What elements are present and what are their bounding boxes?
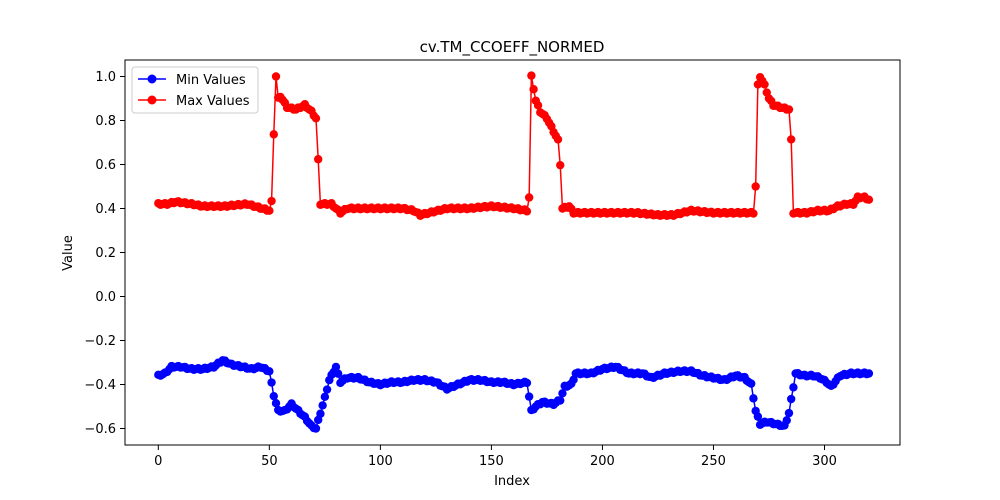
data-point-min-values [522, 378, 532, 388]
data-point-max-values [864, 195, 874, 204]
data-point-max-values [749, 209, 758, 218]
y-tick-label: 0.6 [95, 158, 116, 173]
data-point-min-values [784, 408, 794, 418]
x-tick-label: 200 [590, 454, 615, 469]
data-point-max-values [553, 135, 563, 144]
data-point-max-values [522, 207, 532, 216]
data-point-min-values [786, 394, 796, 404]
data-point-min-values [749, 394, 758, 403]
y-tick-label: 0.8 [95, 114, 116, 129]
y-tick-label: 1.0 [95, 70, 116, 85]
legend-marker-min-values [147, 74, 157, 84]
data-point-max-values [786, 135, 796, 144]
data-point-max-values [269, 130, 278, 139]
x-tick-label: 250 [701, 454, 726, 469]
data-point-max-values [524, 193, 534, 202]
y-tick-label: −0.2 [84, 334, 116, 349]
x-tick-label: 50 [261, 454, 278, 469]
series-min-values [154, 356, 874, 433]
data-point-max-values [267, 196, 276, 206]
y-tick-label: −0.6 [84, 422, 116, 437]
data-point-min-values [747, 379, 756, 388]
data-point-min-values [753, 412, 763, 421]
y-tick-label: 0.4 [95, 202, 116, 217]
data-point-min-values [271, 399, 281, 408]
data-point-min-values [322, 385, 332, 394]
legend-label-max-values: Max Values [176, 94, 250, 109]
data-point-min-values [556, 396, 565, 405]
data-point-max-values [556, 160, 565, 170]
data-point-min-values [316, 409, 325, 418]
data-point-min-values [265, 367, 274, 376]
data-point-max-values [527, 71, 536, 80]
legend: Min Values Max Values [131, 66, 259, 114]
plot-area [154, 71, 874, 433]
data-point-min-values [311, 424, 321, 433]
data-point-max-values [760, 80, 769, 89]
legend-label-min-values: Min Values [176, 73, 246, 88]
data-point-min-values [267, 378, 276, 387]
chart-title: cv.TM_CCOEFF_NORMED [420, 38, 605, 57]
data-point-min-values [269, 391, 278, 401]
y-axis-label: Value [61, 235, 76, 271]
x-tick-label: 100 [368, 454, 393, 469]
data-point-min-values [782, 416, 791, 425]
x-axis-label: Index [494, 474, 530, 489]
data-point-min-values [333, 369, 343, 378]
axis-ticks: 0 50 100 150 200 250 300 −0.6 −0.4 −0.2 0.0 0.2 0.4 0… [84, 70, 836, 469]
y-tick-label: 0.0 [95, 290, 116, 305]
x-tick-label: 0 [154, 454, 162, 469]
series-max-values [154, 71, 874, 220]
data-point-min-values [558, 389, 567, 398]
data-point-min-values [864, 369, 874, 378]
x-tick-label: 300 [812, 454, 837, 469]
data-point-min-values [318, 401, 327, 410]
data-point-max-values [751, 182, 760, 191]
legend-marker-max-values [147, 95, 157, 105]
data-point-max-values [784, 105, 794, 114]
y-tick-label: 0.2 [95, 246, 116, 261]
data-point-min-values [331, 362, 341, 372]
data-point-min-values [789, 383, 798, 392]
data-point-min-values [524, 392, 534, 401]
data-point-max-values [271, 72, 281, 81]
data-point-max-values [313, 155, 323, 164]
data-point-max-values [311, 114, 321, 123]
y-tick-label: −0.4 [84, 378, 116, 393]
data-point-min-values [320, 392, 330, 402]
data-point-max-values [265, 206, 274, 215]
data-point-max-values [533, 101, 543, 110]
data-point-max-values [529, 85, 538, 94]
x-tick-label: 150 [479, 454, 504, 469]
